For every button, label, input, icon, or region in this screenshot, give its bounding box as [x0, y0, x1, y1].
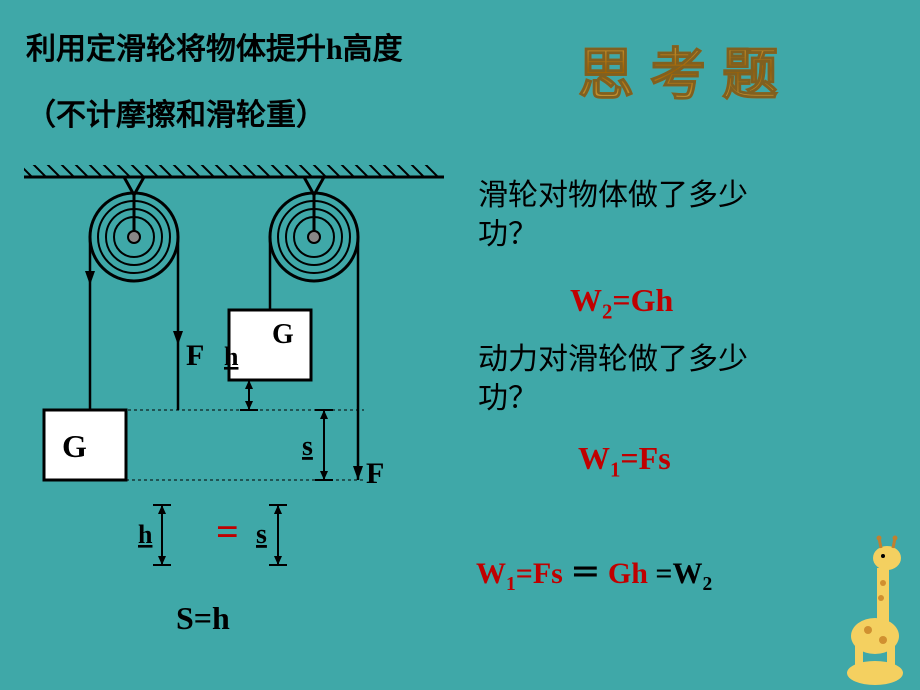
svg-text:s: s: [302, 431, 313, 462]
formula-result: W1=Fs ＝ Gh =W2: [476, 548, 712, 596]
label-G1: G: [62, 428, 87, 464]
giraffe-icon: [833, 528, 918, 688]
svg-text:s: s: [256, 519, 267, 550]
dim-h-lower: h: [138, 505, 171, 565]
label-G2: G: [272, 319, 294, 350]
decorative-title: 思考题: [578, 30, 794, 111]
title-line-2: （不计摩擦和滑轮重）: [26, 90, 326, 134]
pulley-1: [90, 177, 178, 281]
pulley-diagram: F G F G h s: [24, 165, 464, 645]
formula-w1: W1=Fs: [578, 440, 671, 482]
dim-s-lower: s: [256, 505, 287, 565]
weight-box-2: [229, 310, 311, 380]
dim-s-right: s: [302, 410, 333, 480]
svg-text:h: h: [224, 342, 239, 371]
pulley-2: [270, 177, 358, 281]
label-F2: F: [366, 457, 384, 490]
formula-w2: W2=Gh: [570, 282, 673, 324]
label-F1: F: [186, 339, 204, 372]
question-2: 动力对滑轮做了多少功？: [478, 340, 798, 418]
svg-text:h: h: [138, 520, 153, 549]
question-1: 滑轮对物体做了多少功？: [478, 176, 798, 254]
title-line-1: 利用定滑轮将物体提升h高度: [26, 24, 403, 68]
